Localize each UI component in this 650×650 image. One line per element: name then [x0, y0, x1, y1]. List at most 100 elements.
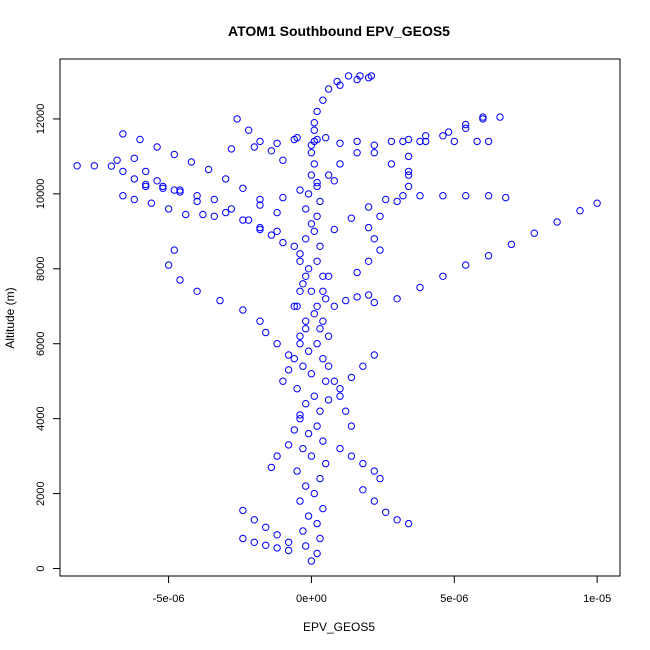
- data-point: [322, 377, 330, 385]
- data-point: [313, 519, 321, 528]
- data-point: [296, 415, 304, 423]
- data-point: [170, 246, 179, 254]
- data-point: [316, 325, 324, 333]
- data-point: [130, 195, 139, 204]
- data-point: [462, 261, 470, 269]
- data-point: [342, 407, 350, 415]
- data-point: [359, 486, 367, 494]
- data-point: [293, 467, 301, 475]
- data-point: [313, 257, 321, 265]
- data-point: [296, 186, 304, 194]
- data-point: [119, 192, 127, 200]
- data-point: [204, 165, 213, 174]
- data-point: [310, 227, 318, 236]
- data-point: [324, 362, 333, 370]
- data-point: [313, 182, 321, 191]
- data-point: [227, 205, 236, 213]
- data-point: [299, 362, 307, 370]
- data-point: [347, 422, 356, 430]
- data-point: [267, 231, 276, 239]
- data-point: [399, 137, 407, 146]
- data-point: [176, 276, 184, 284]
- data-point: [439, 132, 447, 140]
- data-point: [376, 212, 384, 221]
- data-point: [307, 220, 316, 228]
- data-point: [307, 141, 316, 149]
- data-point: [299, 527, 307, 535]
- data-point: [473, 137, 481, 146]
- data-point: [296, 411, 304, 419]
- data-point: [113, 156, 121, 164]
- data-point: [393, 295, 401, 303]
- data-point: [176, 186, 184, 194]
- data-point: [302, 325, 310, 333]
- data-point: [322, 295, 330, 303]
- y-tick-label: 2000: [35, 481, 47, 505]
- data-point: [319, 287, 327, 295]
- data-point: [307, 370, 316, 378]
- data-point: [316, 242, 324, 251]
- data-point: [159, 182, 167, 191]
- data-point: [250, 538, 259, 546]
- data-point: [290, 302, 298, 310]
- data-point: [330, 225, 338, 234]
- data-point: [336, 385, 344, 393]
- data-point: [284, 366, 293, 374]
- data-point: [302, 205, 310, 213]
- data-point: [344, 72, 353, 80]
- data-point: [484, 192, 493, 200]
- chart-title: ATOM1 Southbound EPV_GEOS5: [228, 23, 450, 39]
- data-point: [193, 192, 201, 200]
- data-point: [310, 392, 318, 400]
- data-point: [239, 506, 247, 515]
- data-point: [256, 317, 264, 325]
- data-point: [330, 302, 338, 310]
- data-point: [302, 542, 310, 550]
- data-point: [239, 216, 247, 224]
- data-point: [324, 85, 333, 93]
- y-tick-label: 10000: [35, 179, 47, 210]
- data-point: [370, 351, 378, 359]
- data-point: [364, 223, 373, 232]
- data-point: [319, 96, 327, 104]
- data-point: [364, 257, 373, 265]
- data-point: [239, 184, 247, 193]
- data-point: [199, 210, 207, 219]
- data-point: [250, 143, 259, 151]
- data-point: [279, 238, 287, 247]
- data-point: [370, 149, 378, 157]
- data-point: [307, 171, 316, 179]
- data-point: [222, 208, 230, 217]
- data-point: [284, 351, 293, 359]
- data-point: [210, 212, 219, 221]
- data-point: [382, 195, 390, 204]
- data-point: [296, 287, 304, 295]
- data-point: [304, 429, 313, 438]
- data-point: [462, 120, 470, 129]
- data-point: [187, 158, 196, 166]
- data-point: [290, 355, 298, 363]
- data-point: [273, 208, 281, 217]
- data-point: [296, 250, 304, 258]
- data-point: [444, 128, 453, 136]
- data-point: [530, 229, 538, 237]
- data-point: [393, 197, 401, 206]
- data-point: [422, 132, 430, 140]
- data-point: [142, 167, 150, 176]
- data-point: [404, 182, 413, 191]
- data-point: [273, 340, 281, 348]
- data-point: [313, 178, 321, 187]
- data-point: [147, 199, 156, 207]
- data-point: [324, 332, 333, 340]
- data-point: [239, 534, 247, 543]
- data-point: [376, 246, 384, 254]
- data-point: [370, 497, 378, 505]
- data-point: [307, 149, 316, 157]
- data-point: [313, 549, 321, 558]
- data-point: [130, 175, 139, 183]
- data-point: [347, 452, 356, 460]
- data-point: [302, 482, 310, 490]
- data-point: [302, 235, 310, 243]
- data-point: [170, 150, 179, 159]
- data-point: [279, 193, 287, 202]
